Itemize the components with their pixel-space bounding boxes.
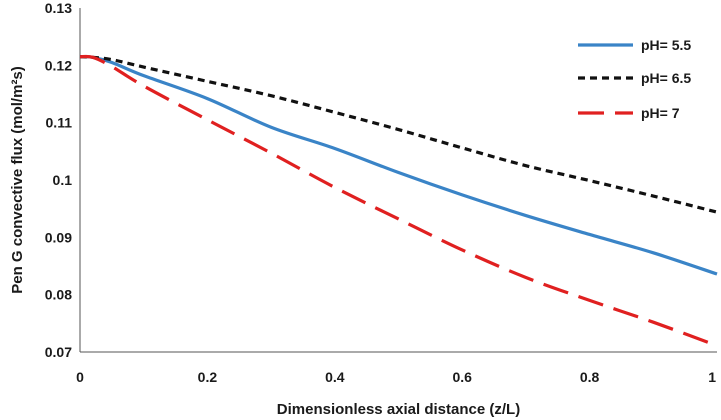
y-tick-label: 0.08 bbox=[45, 287, 72, 303]
y-tick-labels: 0.07 0.08 0.09 0.1 0.11 0.12 0.13 bbox=[45, 0, 72, 360]
x-tick-label: 0 bbox=[76, 369, 84, 385]
y-tick-label: 0.11 bbox=[46, 115, 73, 131]
y-axis-title: Pen G convective flux (mol/m²s) bbox=[9, 66, 26, 294]
x-tick-label: 0.8 bbox=[580, 369, 600, 385]
series-lines bbox=[79, 54, 718, 348]
legend: pH= 5.5 pH= 6.5 pH= 7 bbox=[578, 37, 691, 121]
y-tick-label: 0.07 bbox=[45, 344, 72, 360]
x-tick-labels: 0 0.2 0.4 0.6 0.8 1 bbox=[76, 369, 716, 385]
series-line-3 bbox=[79, 54, 718, 348]
y-tick-label: 0.12 bbox=[45, 57, 72, 73]
series-line-2 bbox=[79, 55, 718, 214]
x-tick-label: 1 bbox=[708, 369, 716, 385]
legend-label-3: pH= 7 bbox=[641, 105, 680, 121]
y-tick-label: 0.13 bbox=[45, 0, 72, 16]
x-axis-title: Dimensionless axial distance (z/L) bbox=[277, 401, 520, 418]
x-tick-label: 0.2 bbox=[198, 369, 218, 385]
legend-label-2: pH= 6.5 bbox=[641, 70, 691, 86]
series-line-1 bbox=[79, 55, 718, 276]
axes bbox=[79, 8, 717, 353]
x-tick-label: 0.6 bbox=[452, 369, 472, 385]
y-tick-label: 0.1 bbox=[53, 172, 73, 188]
x-tick-label: 0.4 bbox=[325, 369, 345, 385]
y-tick-label: 0.09 bbox=[45, 229, 72, 245]
legend-label-1: pH= 5.5 bbox=[641, 37, 691, 53]
